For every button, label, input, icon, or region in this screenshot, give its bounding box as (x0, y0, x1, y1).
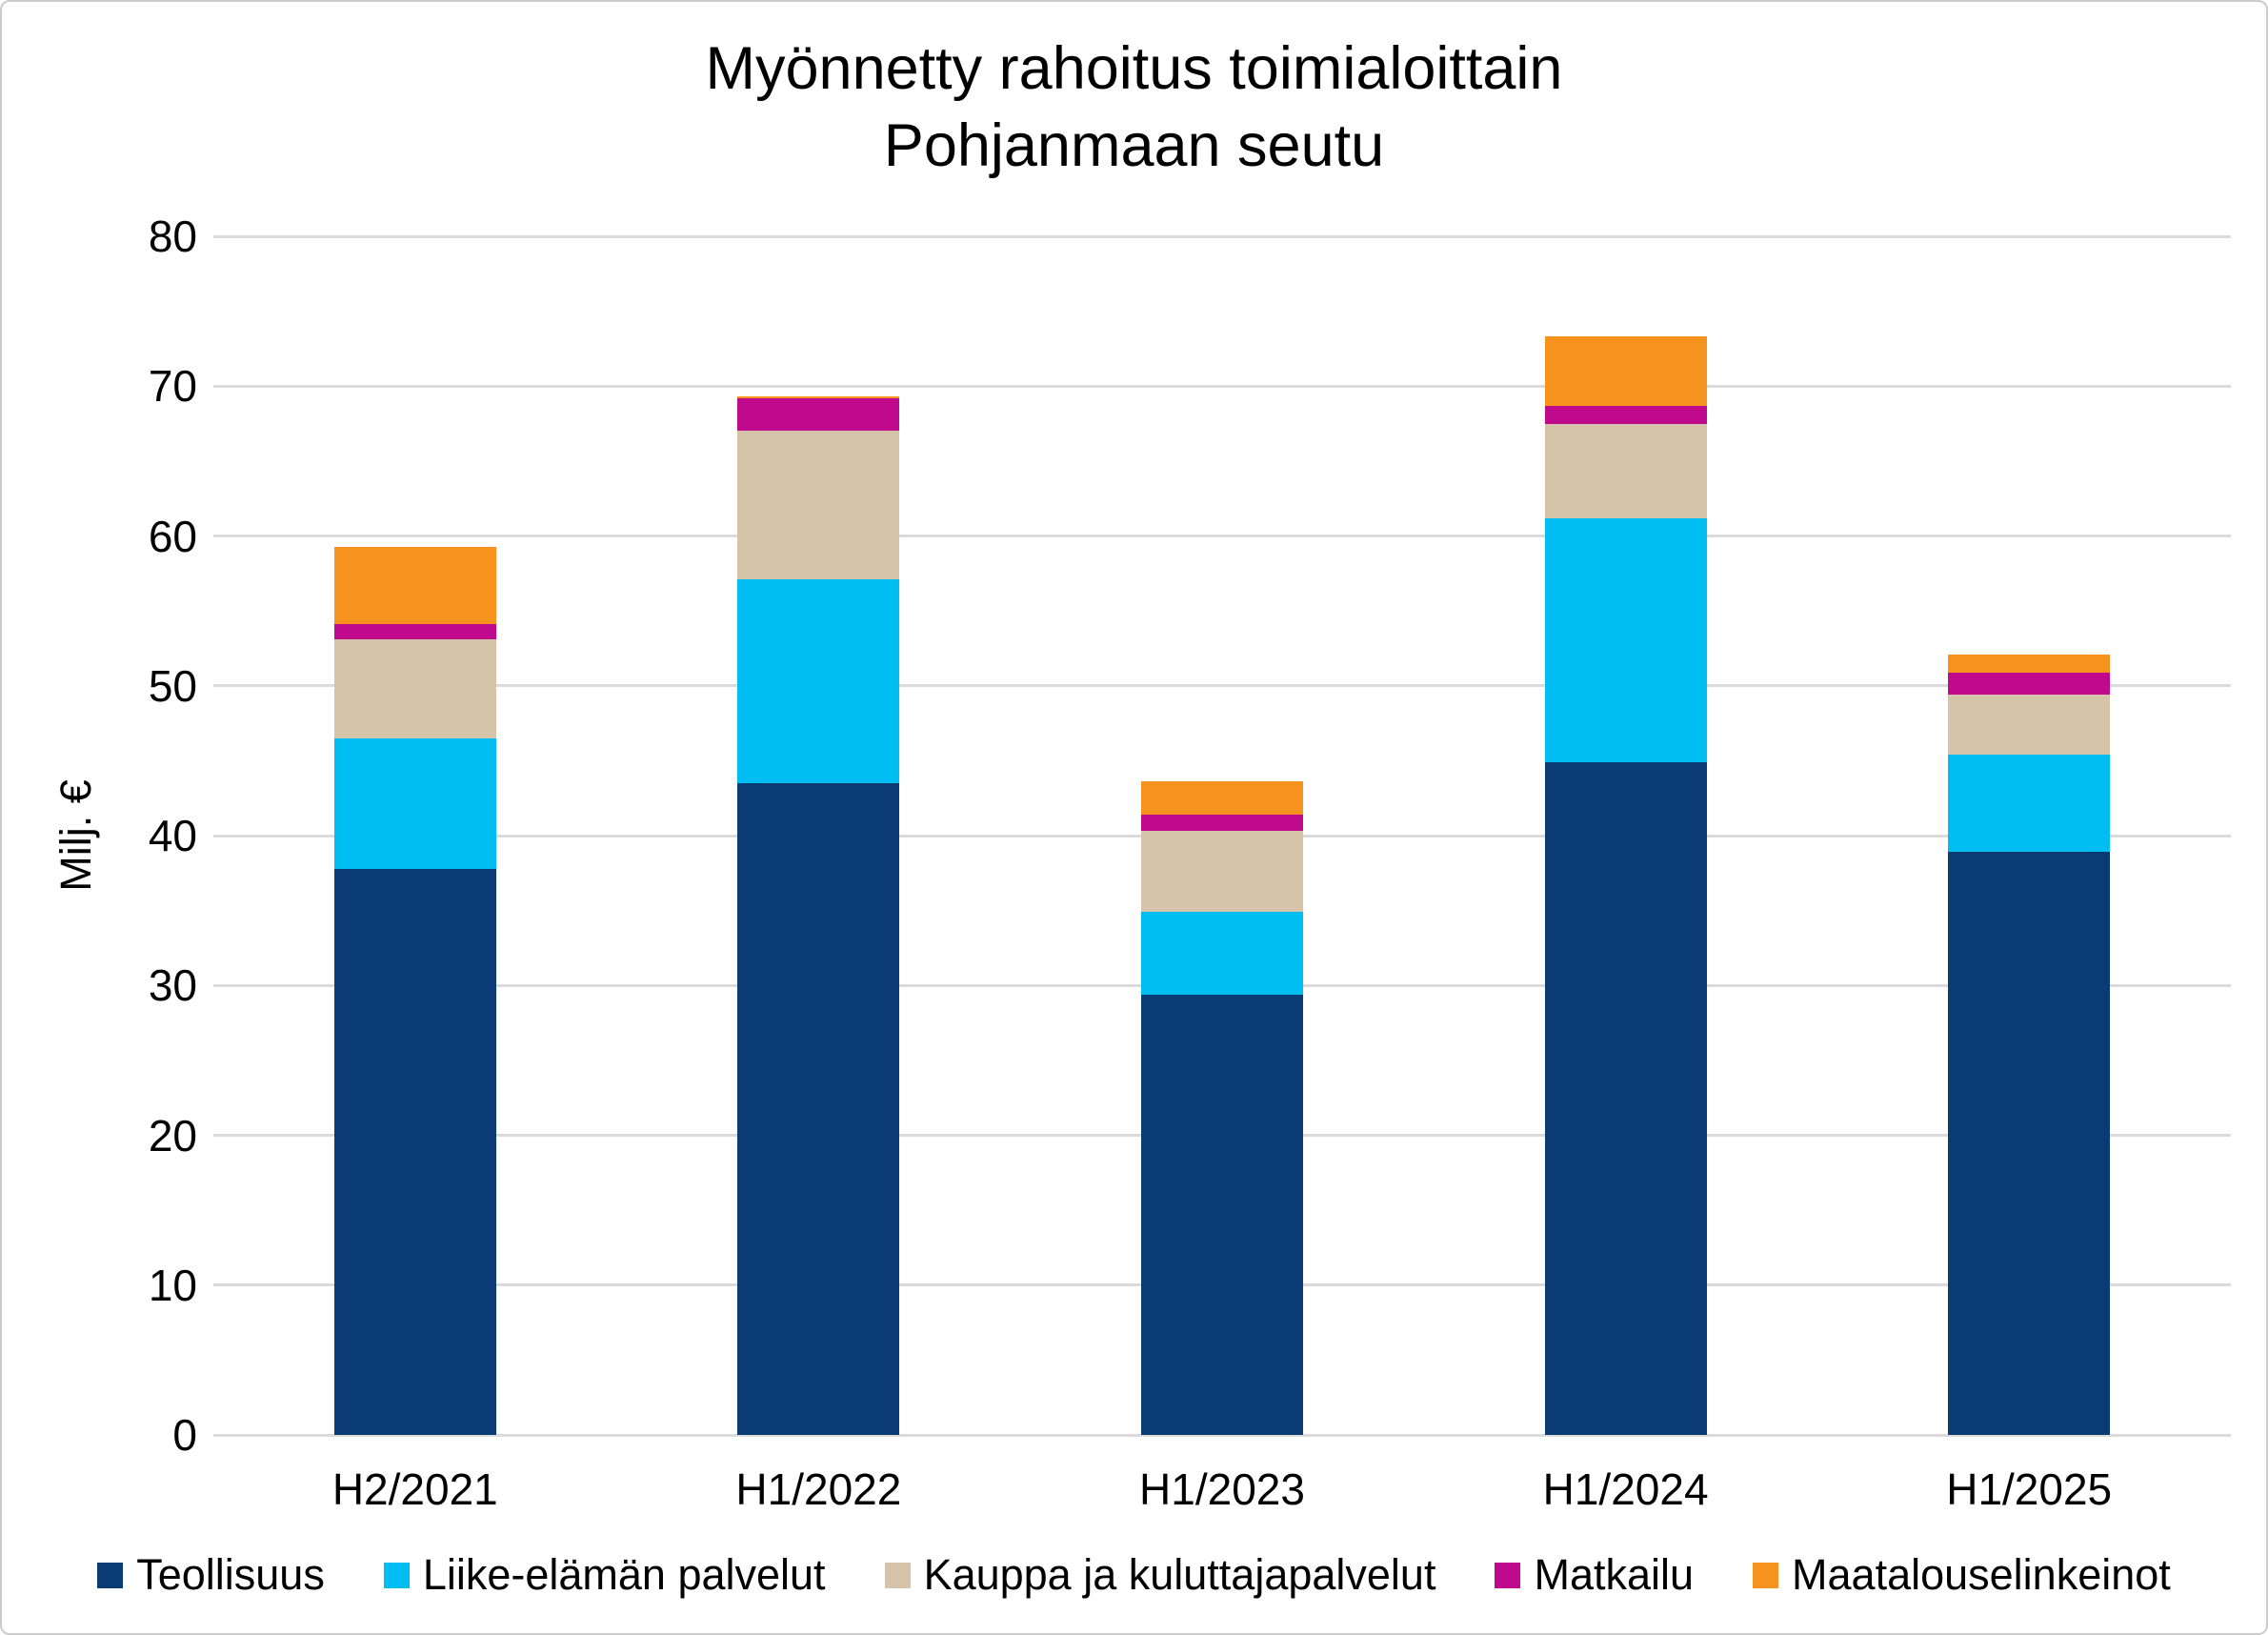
bar-segment-maatalouselinkeinot-h1-2025 (1948, 654, 2111, 673)
legend-item-teollisuus: Teollisuus (97, 1550, 325, 1600)
y-tick-label-70: 70 (148, 361, 197, 412)
bar-segment-kauppa-ja-kuluttajapalvelut-h1-2024 (1544, 423, 1707, 518)
y-tick-label-60: 60 (148, 511, 197, 561)
bar-group-h1-2023 (1141, 236, 1303, 1435)
bar-segment-teollisuus-h1-2024 (1544, 761, 1707, 1435)
chart-title-block: Myönnetty rahoitus toimialoittain Pohjan… (2, 30, 2266, 184)
x-tick-label-h1-2022: H1/2022 (735, 1464, 902, 1514)
x-tick-label-h2-2021: H2/2021 (331, 1464, 498, 1514)
bar-segment-maatalouselinkeinot-h1-2022 (737, 396, 900, 398)
legend-label-maatalouselinkeinot: Maatalouselinkeinot (1792, 1550, 2171, 1599)
legend-item-maatalouselinkeinot: Maatalouselinkeinot (1753, 1550, 2171, 1600)
bar-segment-matkailu-h1-2022 (737, 397, 900, 432)
bar-segment-teollisuus-h1-2023 (1141, 994, 1303, 1435)
y-tick-label-30: 30 (148, 960, 197, 1011)
bar-segment-matkailu-h1-2024 (1544, 405, 1707, 424)
legend-swatch-maatalouselinkeinot (1753, 1562, 1779, 1588)
bar-segment-teollisuus-h2-2021 (333, 868, 496, 1435)
y-tick-label-80: 80 (148, 212, 197, 261)
bar-segment-kauppa-ja-kuluttajapalvelut-h1-2022 (737, 431, 900, 580)
chart-title: Myönnetty rahoitus toimialoittain (705, 35, 1563, 102)
bar-segment-teollisuus-h1-2025 (1948, 852, 2111, 1435)
bar-segment-liike-el-m-n-palvelut-h1-2023 (1141, 912, 1303, 995)
y-tick-label-10: 10 (148, 1260, 197, 1310)
y-tick-label-20: 20 (148, 1110, 197, 1161)
chart-subtitle: Pohjanmaan seutu (883, 111, 1385, 179)
bar-segment-liike-el-m-n-palvelut-h2-2021 (333, 737, 496, 869)
legend-swatch-teollisuus (97, 1562, 124, 1588)
bar-segment-liike-el-m-n-palvelut-h1-2025 (1948, 755, 2111, 853)
legend-item-liike-el-m-n-palvelut: Liike-elämän palvelut (383, 1550, 826, 1600)
bar-group-h1-2025 (1948, 236, 2111, 1435)
legend-label-matkailu: Matkailu (1534, 1550, 1695, 1599)
x-tick-label-h1-2024: H1/2024 (1542, 1464, 1709, 1514)
bar-group-h2-2021 (333, 236, 496, 1435)
gridline-70 (213, 384, 2231, 388)
bar-segment-liike-el-m-n-palvelut-h1-2022 (737, 579, 900, 783)
legend: Teollisuus Liike-elämän palvelut Kauppa ja… (2, 1550, 2266, 1600)
bar-segment-kauppa-ja-kuluttajapalvelut-h1-2025 (1948, 695, 2111, 756)
gridline-0 (213, 1433, 2231, 1437)
bar-segment-matkailu-h2-2021 (333, 624, 496, 640)
x-tick-label-h1-2025: H1/2025 (1946, 1464, 2113, 1514)
legend-label-kauppa-ja-kuluttajapalvelut: Kauppa ja kuluttajapalvelut (923, 1550, 1436, 1599)
legend-swatch-matkailu (1495, 1562, 1521, 1588)
gridline-50 (213, 684, 2231, 688)
bar-segment-kauppa-ja-kuluttajapalvelut-h1-2023 (1141, 831, 1303, 913)
bar-segment-maatalouselinkeinot-h1-2023 (1141, 781, 1303, 815)
bar-segment-maatalouselinkeinot-h1-2024 (1544, 336, 1707, 406)
gridline-80 (213, 234, 2231, 238)
bar-segment-teollisuus-h1-2022 (737, 782, 900, 1435)
bar-segment-kauppa-ja-kuluttajapalvelut-h2-2021 (333, 639, 496, 738)
legend-item-matkailu: Matkailu (1495, 1550, 1694, 1600)
legend-item-kauppa-ja-kuluttajapalvelut: Kauppa ja kuluttajapalvelut (884, 1550, 1436, 1600)
legend-label-teollisuus: Teollisuus (136, 1550, 325, 1599)
y-tick-label-0: 0 (172, 1410, 197, 1460)
bar-segment-liike-el-m-n-palvelut-h1-2024 (1544, 517, 1707, 762)
gridline-60 (213, 535, 2231, 537)
bar-segment-maatalouselinkeinot-h2-2021 (333, 546, 496, 625)
legend-swatch-liike-el-m-n-palvelut (383, 1562, 410, 1588)
legend-swatch-kauppa-ja-kuluttajapalvelut (884, 1562, 911, 1588)
x-tick-label-h1-2023: H1/2023 (1139, 1464, 1305, 1514)
bar-group-h1-2022 (737, 236, 900, 1435)
bar-segment-matkailu-h1-2025 (1948, 672, 2111, 696)
y-tick-label-50: 50 (148, 660, 197, 711)
y-tick-label-40: 40 (148, 811, 197, 860)
bar-group-h1-2024 (1544, 236, 1707, 1435)
bar-segment-matkailu-h1-2023 (1141, 815, 1303, 832)
legend-label-liike-el-m-n-palvelut: Liike-elämän palvelut (422, 1550, 826, 1599)
